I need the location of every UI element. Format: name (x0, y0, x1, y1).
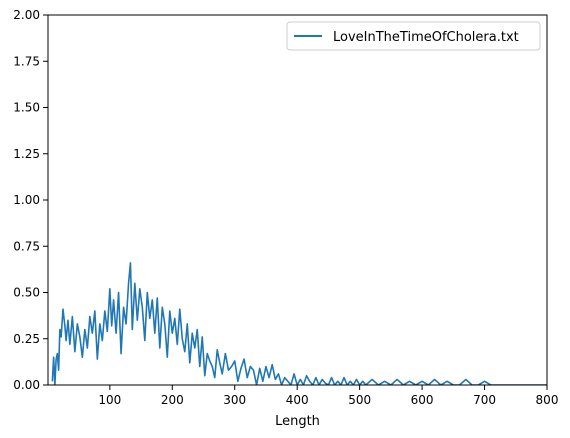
x-tick-label: 600 (411, 393, 434, 407)
y-tick-label: 1.00 (13, 193, 40, 207)
x-tick-label: 700 (473, 393, 496, 407)
x-tick-label: 300 (223, 393, 246, 407)
x-axis-label: Length (275, 414, 320, 429)
y-tick-label: 1.25 (13, 147, 40, 161)
y-tick-label: 0.00 (13, 378, 40, 392)
y-tick-label: 1.75 (13, 54, 40, 68)
x-tick-label: 400 (286, 393, 309, 407)
legend: LoveInTheTimeOfCholera.txt (287, 22, 540, 50)
y-tick-label: 0.25 (13, 332, 40, 346)
legend-label: LoveInTheTimeOfCholera.txt (333, 30, 519, 45)
x-tick-label: 800 (536, 393, 559, 407)
y-tick-label: 0.50 (13, 286, 40, 300)
y-tick-label: 1.50 (13, 101, 40, 115)
x-tick-label: 500 (348, 393, 371, 407)
y-tick-label: 0.75 (13, 239, 40, 253)
x-tick-label: 200 (161, 393, 184, 407)
x-tick-label: 100 (98, 393, 121, 407)
y-tick-label: 2.00 (13, 8, 40, 22)
